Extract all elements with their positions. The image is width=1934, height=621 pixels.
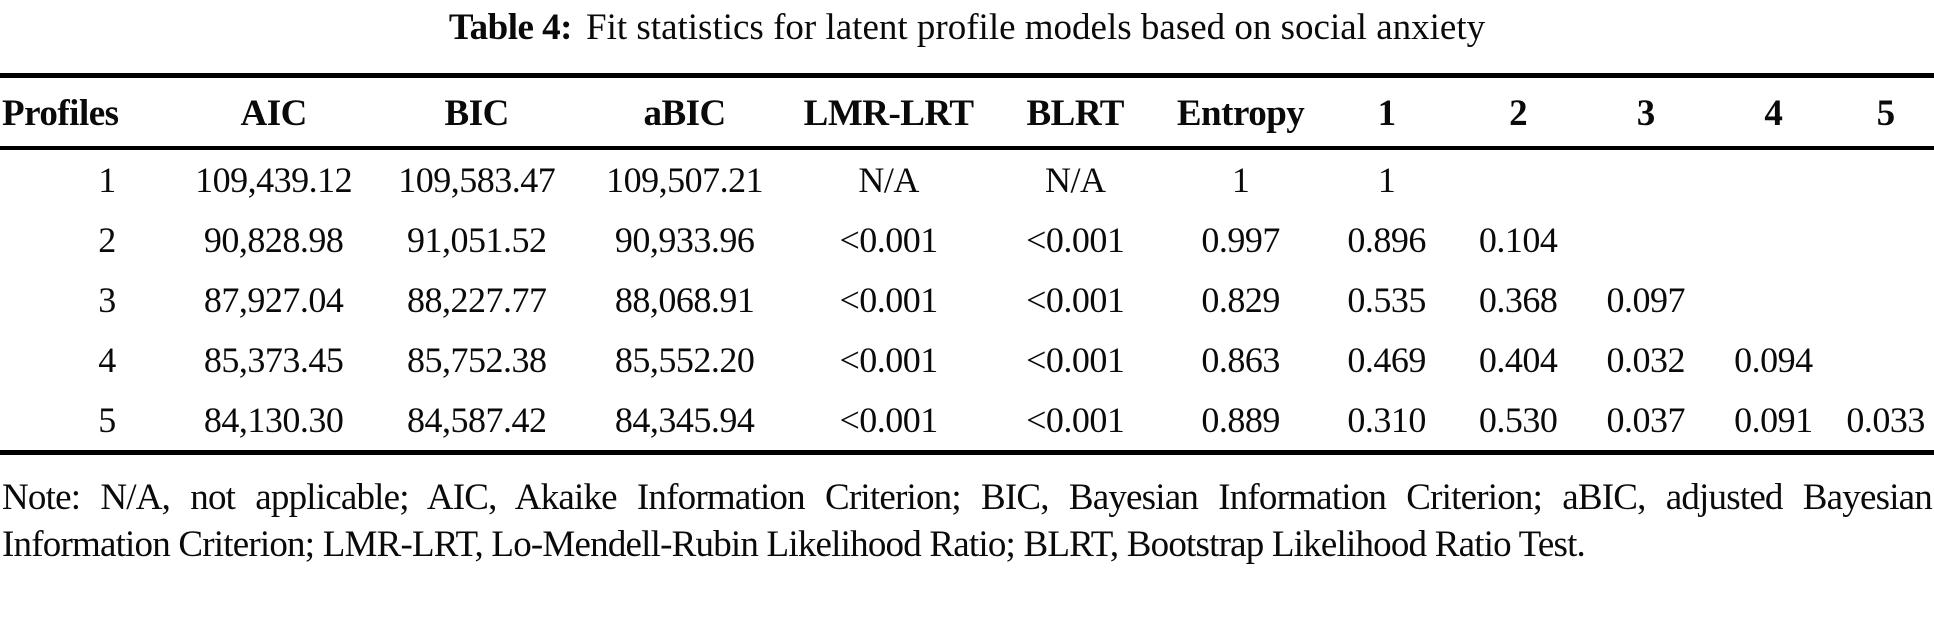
table-cell: 0.469 [1347, 340, 1426, 380]
table-cell [1582, 210, 1710, 270]
table-cell: 1 [1231, 160, 1250, 200]
table-caption-label: Table 4: [448, 7, 573, 48]
fit-statistics-table: Profiles AIC BIC aBIC LMR-LRT BLRT Entropy 1 2 3 4… [0, 73, 1934, 455]
table-row: 2 90,828.98 91,051.52 90,933.96 <0.001 <0.001… [0, 210, 1934, 270]
paper-table-figure: Table 4: Fit statistics for latent profil… [0, 5, 1934, 621]
table-cell [1837, 270, 1934, 330]
table-row: 3 87,927.04 88,227.77 88,068.91 <0.001 <0.001… [0, 270, 1934, 330]
table-cell: 0.889 [1201, 400, 1280, 440]
table-cell: 0.997 [1201, 220, 1280, 260]
column-header-profiles: Profiles [0, 75, 175, 150]
table-cell: 85,752.38 [406, 340, 547, 380]
table-cell: N/A [858, 160, 919, 200]
table-cell: 85,552.20 [614, 340, 755, 380]
table-cell [1454, 148, 1582, 210]
table-cell: 0.091 [1734, 400, 1813, 440]
table-cell: 1 [98, 160, 116, 200]
table-cell: 3 [98, 280, 116, 320]
table-cell: 0.829 [1201, 280, 1280, 320]
table-cell: 84,130.30 [203, 400, 344, 440]
table-cell: 90,933.96 [614, 220, 755, 260]
column-header-lmr-lrt: LMR-LRT [789, 75, 989, 150]
table-cell [1837, 148, 1934, 210]
table-cell [1710, 270, 1838, 330]
table-cell: 109,583.47 [398, 160, 556, 200]
column-header-4: 4 [1709, 75, 1838, 150]
table-row: 5 84,130.30 84,587.42 84,345.94 <0.001 <0.001… [0, 390, 1934, 453]
table-cell: <0.001 [1026, 340, 1125, 380]
table-cell [1582, 148, 1710, 210]
table-cell: <0.001 [839, 220, 938, 260]
table-cell [1837, 210, 1934, 270]
table-body: 1 109,439.12 109,583.47 109,507.21 N/A N/A 1 1 2… [0, 148, 1934, 453]
table-cell: N/A [1044, 160, 1106, 200]
table-cell: 0.404 [1478, 340, 1558, 380]
table-cell: <0.001 [839, 400, 938, 440]
table-caption: Table 4: Fit statistics for latent profil… [0, 5, 1934, 51]
table-cell: 0.530 [1478, 400, 1558, 440]
column-header-abic: aBIC [580, 75, 790, 150]
table-cell: 0.896 [1347, 220, 1426, 260]
table-cell: 0.863 [1201, 340, 1280, 380]
column-header-3: 3 [1581, 75, 1710, 150]
table-cell: 0.535 [1347, 280, 1426, 320]
table-cell: 88,227.77 [406, 280, 547, 320]
table-cell: 5 [98, 400, 116, 440]
table-cell: 88,068.91 [614, 280, 755, 320]
table-cell: 0.097 [1606, 280, 1685, 320]
column-header-aic: AIC [174, 75, 374, 150]
table-row: 1 109,439.12 109,583.47 109,507.21 N/A N/A 1 1 [0, 148, 1934, 210]
table-cell: 0.033 [1846, 400, 1925, 440]
table-cell: <0.001 [1026, 400, 1125, 440]
table-cell: 85,373.45 [203, 340, 344, 380]
table-cell: 2 [98, 220, 116, 260]
table-cell: 0.037 [1606, 400, 1685, 440]
table-cell [1837, 330, 1934, 390]
table-cell: <0.001 [1026, 280, 1125, 320]
table-cell: 0.368 [1478, 280, 1558, 320]
table-cell: 91,051.52 [406, 220, 547, 260]
table-cell: <0.001 [1026, 220, 1125, 260]
column-header-2: 2 [1454, 75, 1582, 150]
column-header-5: 5 [1837, 75, 1934, 150]
table-cell: 0.032 [1606, 340, 1685, 380]
table-note: Note: N/A, not applicable; AIC, Akaike I… [2, 477, 1933, 565]
column-header-bic: BIC [373, 75, 581, 150]
table-row: 4 85,373.45 85,752.38 85,552.20 <0.001 <0.001… [0, 330, 1934, 390]
column-header-blrt: BLRT [988, 75, 1163, 150]
table-cell [1710, 210, 1838, 270]
column-header-entropy: Entropy [1162, 75, 1319, 150]
table-cell: 0.104 [1478, 220, 1558, 260]
table-cell: 4 [98, 340, 116, 380]
column-header-1: 1 [1318, 75, 1455, 150]
table-cell: 1 [1377, 160, 1396, 200]
table-cell: 87,927.04 [203, 280, 344, 320]
table-cell [1710, 148, 1838, 210]
table-caption-text: Fit statistics for latent profile models… [586, 7, 1486, 48]
table-cell: <0.001 [839, 340, 938, 380]
table-header-row: Profiles AIC BIC aBIC LMR-LRT BLRT Entropy 1 2 3 4… [0, 75, 1934, 150]
table-cell: 84,587.42 [406, 400, 547, 440]
table-cell: 84,345.94 [614, 400, 755, 440]
table-cell: 109,439.12 [195, 160, 353, 200]
table-cell: <0.001 [839, 280, 938, 320]
table-cell: 90,828.98 [203, 220, 344, 260]
table-cell: 0.310 [1347, 400, 1426, 440]
table-cell: 109,507.21 [606, 160, 764, 200]
table-cell: 0.094 [1734, 340, 1813, 380]
